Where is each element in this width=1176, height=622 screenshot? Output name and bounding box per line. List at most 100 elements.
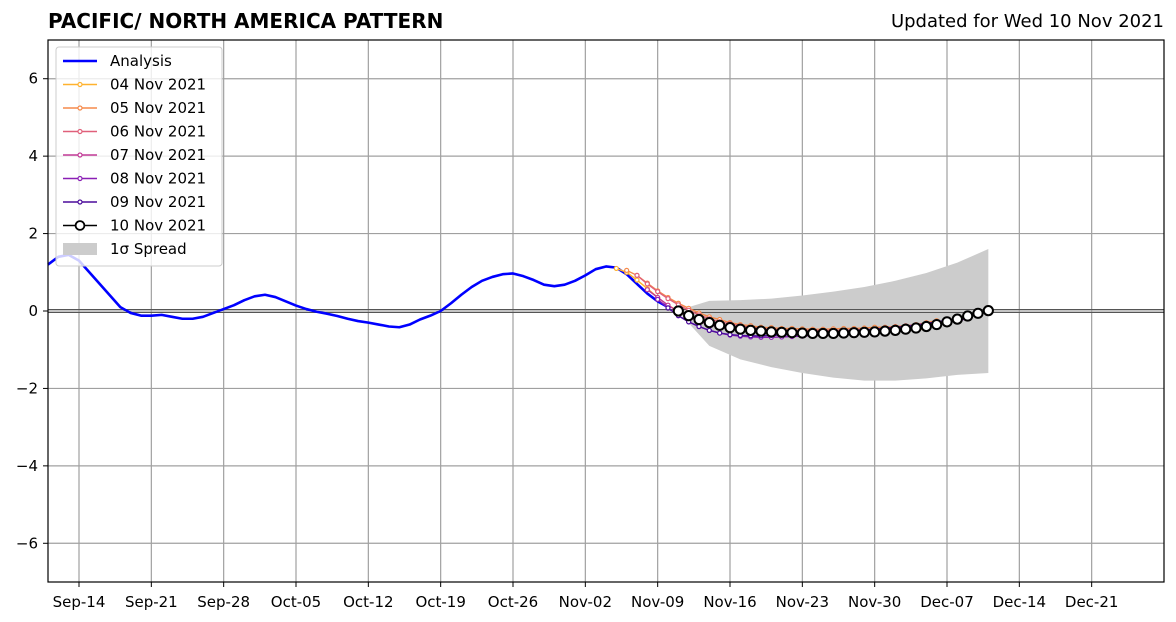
legend-marker <box>74 220 86 231</box>
legend-marker <box>77 81 83 88</box>
y-tick-label: −4 <box>16 457 38 475</box>
legend-label: 10 Nov 2021 <box>110 217 206 235</box>
forecast-point <box>848 327 860 339</box>
y-tick-label: 4 <box>28 147 38 165</box>
legend-entry: 1σ Spread <box>63 240 187 258</box>
forecast-point <box>644 281 650 287</box>
x-tick-label: Dec-21 <box>1065 593 1119 611</box>
y-tick-label: 6 <box>28 70 38 88</box>
chart-title: PACIFIC/ NORTH AMERICA PATTERN <box>48 9 444 33</box>
legend-entry: 09 Nov 2021 <box>63 193 206 211</box>
legend-entry: 06 Nov 2021 <box>63 123 206 141</box>
legend-entry: 07 Nov 2021 <box>63 146 206 164</box>
forecast-point <box>644 287 650 293</box>
grid-lines <box>48 40 1164 582</box>
x-tick-label: Oct-12 <box>343 593 393 611</box>
x-tick-label: Sep-14 <box>53 593 106 611</box>
legend-marker <box>77 105 83 111</box>
forecast-point <box>672 305 684 317</box>
forecast-point <box>703 317 715 329</box>
forecast-point <box>683 310 695 322</box>
forecast-point <box>734 323 746 335</box>
legend-label: 06 Nov 2021 <box>110 123 206 141</box>
legend-entry: 08 Nov 2021 <box>63 170 206 188</box>
axes: Sep-14 Sep-21 Sep-28 Oct-05 Oct-12 Oct-19 Oct-… <box>16 39 1165 611</box>
spread-area <box>678 249 989 381</box>
forecast-point <box>858 326 870 338</box>
legend-marker <box>77 175 83 182</box>
legend-label: 07 Nov 2021 <box>110 146 206 164</box>
legend: Analysis 04 Nov 2021 05 Nov 2021 06 Nov 202… <box>55 46 223 267</box>
forecast-point <box>879 325 891 337</box>
updated-label: Updated for Wed 10 Nov 2021 <box>890 11 1164 32</box>
forecast-point <box>745 324 757 336</box>
forecast-point <box>765 326 777 338</box>
forecast-point <box>714 319 726 331</box>
forecast-point <box>706 327 712 333</box>
spread-band <box>678 249 989 381</box>
forecast-point <box>838 327 850 339</box>
forecast-point <box>962 310 974 322</box>
forecast-point <box>796 327 808 339</box>
forecast-point <box>807 327 819 340</box>
forecast-series <box>613 265 994 340</box>
x-tick-label: Nov-02 <box>559 593 612 611</box>
x-tick-label: Nov-23 <box>776 593 829 611</box>
forecast-point <box>693 313 705 326</box>
x-tick-label: Dec-14 <box>993 593 1047 611</box>
y-tick-label: −6 <box>16 534 38 552</box>
legend-box <box>55 46 223 267</box>
forecast-point <box>613 265 619 272</box>
x-tick-label: Sep-28 <box>197 593 250 611</box>
legend-label: 08 Nov 2021 <box>110 170 206 188</box>
legend-marker <box>77 128 83 135</box>
legend-entry: Analysis <box>63 52 172 70</box>
forecast-point <box>776 326 788 338</box>
forecast-point <box>655 296 661 302</box>
legend-label: 1σ Spread <box>110 240 187 258</box>
forecast-point <box>655 289 661 295</box>
x-tick-label: Oct-26 <box>488 593 538 611</box>
forecast-point <box>755 325 767 337</box>
legend-label: Analysis <box>110 52 172 70</box>
forecast-point <box>972 307 984 319</box>
forecast-point <box>920 320 932 333</box>
forecast-point <box>634 277 640 283</box>
y-tick-label: 2 <box>28 225 38 243</box>
x-tick-label: Oct-05 <box>271 593 321 611</box>
forecast-point <box>951 313 963 325</box>
forecast-point <box>869 326 881 338</box>
y-tick-label: −2 <box>16 379 38 397</box>
forecast-point <box>717 330 723 336</box>
forecast-point <box>817 327 829 340</box>
legend-label: 04 Nov 2021 <box>110 76 206 94</box>
forecast-10-nov-2021 <box>672 305 994 340</box>
legend-swatch <box>63 243 97 255</box>
forecast-point <box>624 267 630 273</box>
forecast-point <box>786 327 798 339</box>
forecast-point <box>931 318 943 331</box>
forecast-point <box>634 272 640 278</box>
x-tick-label: Nov-09 <box>631 593 684 611</box>
x-tick-label: Oct-19 <box>415 593 465 611</box>
forecast-point <box>889 324 901 336</box>
forecast-point <box>941 316 953 328</box>
forecast-point <box>982 305 994 317</box>
x-tick-label: Sep-21 <box>125 593 178 611</box>
legend-marker <box>77 199 83 205</box>
legend-label: 05 Nov 2021 <box>110 99 206 117</box>
legend-label: 09 Nov 2021 <box>110 193 206 211</box>
legend-marker <box>77 152 83 158</box>
y-tick-label: 0 <box>28 302 38 320</box>
legend-entry: 10 Nov 2021 <box>63 217 206 235</box>
forecast-point <box>665 296 671 302</box>
analysis-series <box>47 253 669 329</box>
forecast-point <box>827 327 839 340</box>
legend-entry: 05 Nov 2021 <box>63 99 206 117</box>
analysis-line <box>47 253 669 329</box>
forecast-point <box>665 305 671 311</box>
x-tick-label: Dec-07 <box>920 593 974 611</box>
forecast-point <box>900 323 912 335</box>
forecast-point <box>910 322 922 334</box>
